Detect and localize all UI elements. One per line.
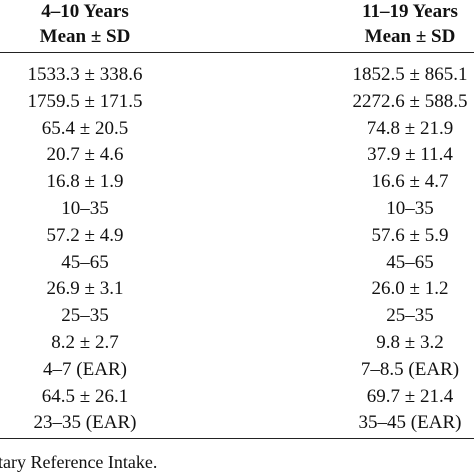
table-cell: 2272.6 ± 588.5 <box>352 90 468 112</box>
header-cell: 11–19 Years <box>362 1 458 22</box>
table-cell: 1852.5 ± 865.1 <box>352 64 468 85</box>
footnote: tary Reference Intake. <box>0 452 158 472</box>
header-cell: Mean ± SD <box>39 26 131 47</box>
table-cell: 1533.3 ± 338.6 <box>27 64 143 85</box>
table-cell: 26.0 ± 1.2 <box>371 278 449 300</box>
table-cell: 69.7 ± 21.4 <box>366 385 454 407</box>
table-cell: 20.7 ± 4.6 <box>46 144 124 166</box>
table-cell: 57.2 ± 4.9 <box>46 224 124 246</box>
table-cell: 7–8.5 (EAR) <box>360 358 460 380</box>
table-cell: 35–45 (EAR) <box>358 412 462 434</box>
table-cell: 8.2 ± 2.7 <box>51 332 119 353</box>
table-cell: 4–7 (EAR) <box>43 358 127 380</box>
table-cell: 45–65 <box>386 251 434 273</box>
header-cell: Mean ± SD <box>364 26 456 47</box>
table-cell: 10–35 <box>61 198 109 219</box>
table-cell: 10–35 <box>386 198 434 219</box>
table-cell: 37.9 ± 11.4 <box>367 144 453 166</box>
header-rule <box>0 52 474 53</box>
table-cell: 65.4 ± 20.5 <box>41 117 129 139</box>
table-cell: 25–35 <box>61 305 109 327</box>
table-cell: 1759.5 ± 171.5 <box>27 90 143 112</box>
table-cell: 57.6 ± 5.9 <box>371 224 449 246</box>
table-cell: 16.8 ± 1.9 <box>46 171 124 193</box>
table-cell: 23–35 (EAR) <box>33 412 137 434</box>
table-cell: 9.8 ± 3.2 <box>376 332 444 353</box>
table-cell: 25–35 <box>386 305 434 327</box>
table-cell: 74.8 ± 21.9 <box>366 117 454 139</box>
bottom-rule <box>0 438 474 439</box>
header-cell: 4–10 Years <box>41 1 129 22</box>
table-cell: 16.6 ± 4.7 <box>371 171 449 193</box>
table-cell: 64.5 ± 26.1 <box>41 385 129 407</box>
table-cell: 45–65 <box>61 251 109 273</box>
table-cell: 26.9 ± 3.1 <box>46 278 124 300</box>
